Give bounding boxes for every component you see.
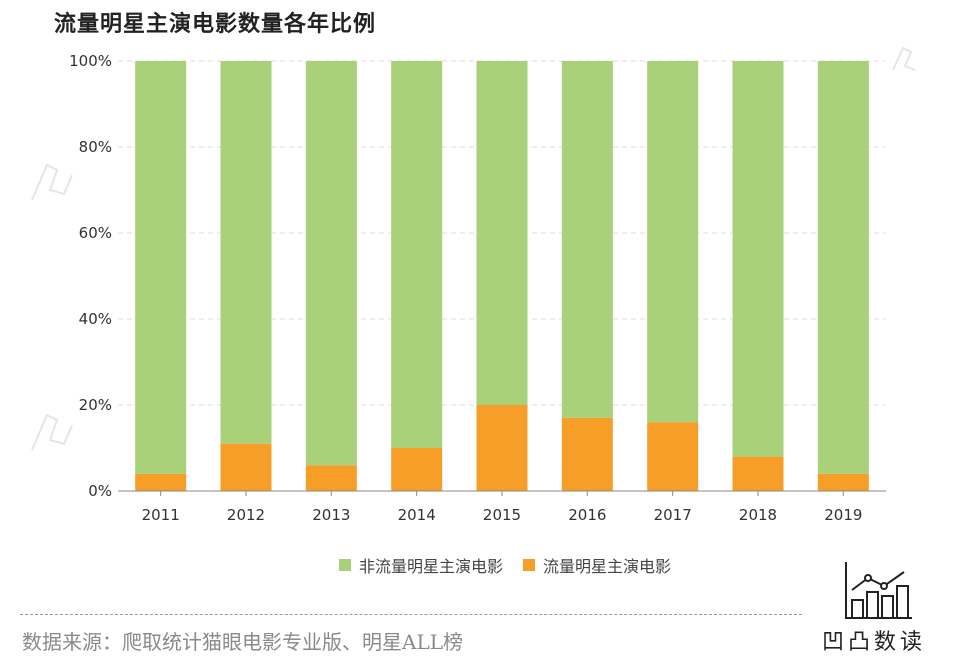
- y-tick-label: 0%: [88, 482, 112, 500]
- x-tick-label: 2015: [483, 506, 521, 524]
- chart-title: 流量明星主演电影数量各年比例: [54, 12, 377, 37]
- bar-2016-traffic[interactable]: [561, 417, 613, 491]
- y-tick-label: 100%: [69, 52, 112, 70]
- x-tick-label: 2011: [142, 506, 180, 524]
- y-tick-label: 40%: [79, 310, 112, 328]
- watermark-logo-icon: [31, 413, 73, 451]
- x-tick-label: 2017: [654, 506, 692, 524]
- x-tick-label: 2014: [398, 506, 436, 524]
- data-source: 数据来源：爬取统计猫眼电影专业版、明星ALL榜: [22, 630, 464, 654]
- logo-text: 凹凸数读: [822, 630, 927, 655]
- legend-swatch-green: [338, 559, 351, 571]
- bar-2019-non-traffic[interactable]: [817, 61, 869, 474]
- bar-2015-traffic[interactable]: [476, 405, 528, 491]
- bar-2018-traffic[interactable]: [732, 456, 784, 491]
- watermark-logo-icon: [31, 163, 73, 201]
- bar-2012-traffic[interactable]: [220, 443, 272, 491]
- y-tick-label: 60%: [79, 224, 112, 242]
- x-tick-label: 2013: [312, 506, 350, 524]
- bar-2014-non-traffic[interactable]: [391, 61, 443, 448]
- bar-2012-non-traffic[interactable]: [220, 61, 272, 444]
- watermark-logo-icon: [892, 46, 916, 71]
- bar-2016-non-traffic[interactable]: [561, 61, 613, 418]
- x-tick-label: 2019: [824, 506, 862, 524]
- bar-2011-traffic[interactable]: [135, 473, 187, 491]
- y-tick-label: 20%: [79, 396, 112, 414]
- logo-chart-icon: [845, 562, 912, 619]
- bar-2018-non-traffic[interactable]: [732, 61, 784, 457]
- bar-2019-traffic[interactable]: [817, 473, 869, 491]
- bar-2011-non-traffic[interactable]: [135, 61, 187, 474]
- bar-2015-non-traffic[interactable]: [476, 61, 528, 405]
- bar-2014-traffic[interactable]: [391, 448, 443, 491]
- bar-2017-traffic[interactable]: [647, 422, 699, 491]
- y-tick-label: 80%: [79, 138, 112, 156]
- bar-2013-traffic[interactable]: [305, 465, 357, 491]
- legend-item-traffic[interactable]: 流量明星主演电影: [523, 553, 671, 577]
- x-tick-label: 2018: [739, 506, 777, 524]
- legend: 非流量明星主演电影 流量明星主演电影: [0, 553, 960, 577]
- legend-item-non-traffic[interactable]: 非流量明星主演电影: [338, 553, 503, 577]
- x-tick-label: 2012: [227, 506, 265, 524]
- footer-divider: [20, 614, 802, 615]
- legend-swatch-orange: [523, 559, 535, 571]
- legend-label: 流量明星主演电影: [543, 557, 672, 576]
- bar-2013-non-traffic[interactable]: [305, 61, 357, 466]
- bar-2017-non-traffic[interactable]: [647, 61, 699, 423]
- legend-label: 非流量明星主演电影: [358, 557, 503, 576]
- x-tick-label: 2016: [568, 506, 606, 524]
